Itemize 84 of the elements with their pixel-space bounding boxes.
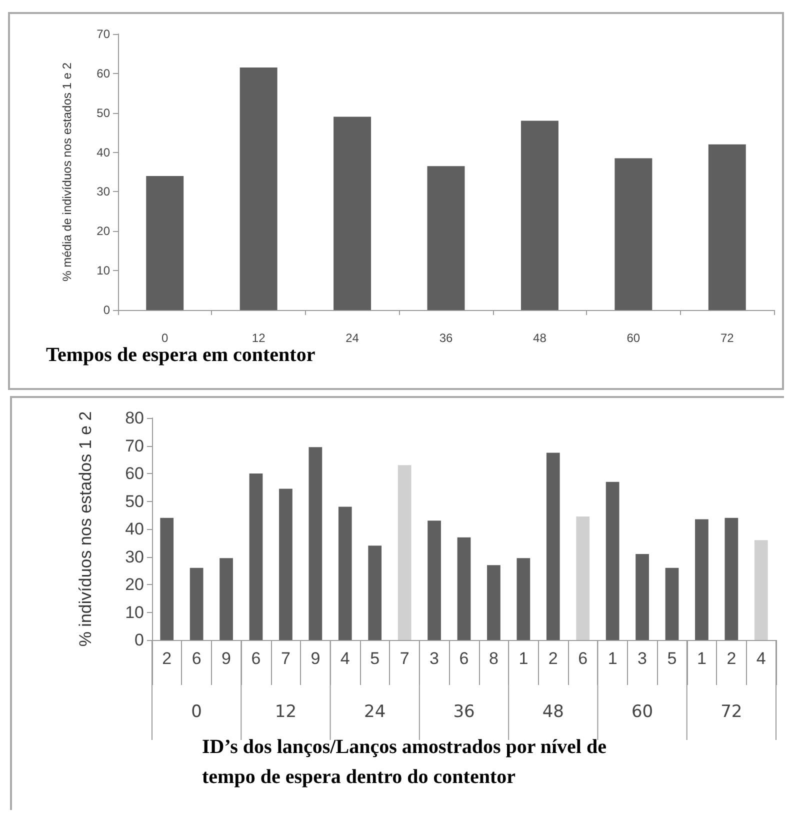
x-tick-label: 1 <box>518 649 528 668</box>
x-tick-label: 2 <box>162 649 172 668</box>
bar <box>428 520 441 640</box>
x-tick-label: 48 <box>533 331 547 345</box>
bar <box>249 474 263 640</box>
bar <box>487 565 500 640</box>
y-tick-label: 40 <box>96 145 110 160</box>
x-axis-title: ID’s dos lanços/Lanços amostrados por nível de tempo de espera dentro do contentor <box>202 736 612 788</box>
y-tick-label: 0 <box>134 630 144 650</box>
x-tick-label: 8 <box>488 649 498 668</box>
bar <box>665 568 679 640</box>
x-tick-label: 24 <box>346 331 360 345</box>
bar <box>754 540 768 640</box>
y-tick-label: 20 <box>125 575 144 594</box>
y-tick-label: 70 <box>125 436 144 456</box>
bar <box>516 558 530 640</box>
x-tick-label: 6 <box>251 649 261 668</box>
text: 0 <box>191 702 202 722</box>
bar <box>695 519 708 640</box>
text: 72 <box>720 702 742 722</box>
bar <box>338 506 352 640</box>
text: 12 <box>274 702 297 722</box>
bar <box>160 518 174 640</box>
y-tick-label: 10 <box>96 264 110 278</box>
x-tick-label: 7 <box>400 649 410 668</box>
y-tick-label: 20 <box>96 224 110 238</box>
x-tick-label: 3 <box>430 649 440 668</box>
y-tick-label: 80 <box>125 408 144 428</box>
bar <box>146 176 184 310</box>
x-tick-label: 12 <box>252 331 266 345</box>
bar <box>279 488 292 640</box>
bar <box>398 465 412 640</box>
y-tick-label: 50 <box>96 106 110 120</box>
y-tick-label: 0 <box>103 303 110 317</box>
y-tick-label: 70 <box>96 27 110 41</box>
x-tick-label: 3 <box>638 649 648 668</box>
bar <box>636 554 649 640</box>
x-axis-title: Tempos de espera em contentor <box>46 344 316 366</box>
bar <box>240 68 278 310</box>
bar <box>427 166 465 310</box>
y-axis-title: % indivíduos nos estados 1 e 2 <box>76 411 95 647</box>
x-tick-label: 2 <box>726 649 736 668</box>
y-tick-label: 30 <box>96 184 110 199</box>
y-tick-label: 30 <box>125 547 144 566</box>
x-tick-label: 1 <box>696 649 706 668</box>
x-tick-label: 7 <box>280 649 290 668</box>
x-tick-label: 6 <box>459 649 469 668</box>
bar <box>614 158 652 310</box>
bar <box>606 482 620 640</box>
text: 36 <box>453 702 475 722</box>
bar <box>334 116 372 310</box>
text: 60 <box>631 702 654 722</box>
x-tick-label: 5 <box>667 649 677 668</box>
x-tick-label: 36 <box>439 331 453 345</box>
x-tick-label: 2 <box>548 649 558 668</box>
bar <box>520 120 558 310</box>
bar <box>220 558 233 640</box>
bar <box>457 537 471 640</box>
x-tick-label: 0 <box>162 331 169 345</box>
y-tick-label: 50 <box>125 492 144 511</box>
x-tick-label: 72 <box>720 331 734 345</box>
bar <box>576 516 590 640</box>
bar <box>546 452 560 640</box>
x-tick-label: 9 <box>310 649 320 668</box>
bar <box>368 546 382 640</box>
x-tick-label: 1 <box>608 649 618 668</box>
y-tick-label: 40 <box>125 520 144 538</box>
x-tick-label: 9 <box>222 649 232 668</box>
text: 48 <box>542 702 564 722</box>
x-tick-label: 4 <box>756 649 766 668</box>
y-axis-title: % média de indivíduos nos estados 1 e 2 <box>60 62 74 282</box>
x-tick-label: 5 <box>370 649 380 668</box>
y-tick-label: 60 <box>96 66 110 80</box>
x-tick-label: 60 <box>626 331 640 345</box>
bar <box>724 518 738 640</box>
y-tick-label: 10 <box>125 602 144 622</box>
text: 24 <box>364 702 386 722</box>
bar <box>190 568 204 640</box>
x-tick-label: 6 <box>578 649 588 668</box>
x-tick-label: 4 <box>340 649 350 668</box>
x-tick-label: 6 <box>192 649 202 668</box>
bar <box>708 144 746 310</box>
bar <box>308 447 322 640</box>
y-tick-label: 60 <box>125 464 144 483</box>
